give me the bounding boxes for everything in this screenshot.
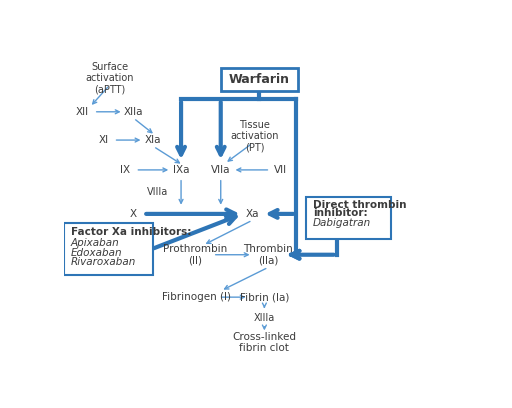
Text: inhibitor:: inhibitor: (313, 208, 368, 218)
Text: IXa: IXa (173, 165, 189, 175)
Text: Fibrinogen (I): Fibrinogen (I) (162, 292, 231, 302)
Text: Dabigatran: Dabigatran (313, 218, 371, 228)
Text: XI: XI (99, 135, 109, 145)
Text: VIIa: VIIa (211, 165, 230, 175)
Text: Factor Xa inhibitors:: Factor Xa inhibitors: (71, 227, 191, 237)
FancyBboxPatch shape (64, 223, 153, 275)
Text: Rivaroxaban: Rivaroxaban (71, 257, 136, 267)
Text: Warfarin: Warfarin (229, 73, 290, 86)
Text: VIIIa: VIIIa (146, 187, 168, 197)
Text: XIIIa: XIIIa (254, 313, 275, 323)
FancyBboxPatch shape (221, 68, 298, 91)
Text: Xa: Xa (246, 209, 259, 219)
FancyBboxPatch shape (306, 197, 391, 239)
Text: Surface
activation
(aPTT): Surface activation (aPTT) (86, 62, 134, 95)
Text: Tissue
activation
(PT): Tissue activation (PT) (230, 120, 279, 153)
Text: X: X (130, 209, 137, 219)
Text: XII: XII (75, 107, 89, 117)
Text: XIIa: XIIa (124, 107, 143, 117)
Text: Thrombin
(IIa): Thrombin (IIa) (244, 244, 293, 266)
Text: Fibrin (Ia): Fibrin (Ia) (240, 292, 289, 302)
Text: IX: IX (120, 165, 131, 175)
Text: Direct thrombin: Direct thrombin (313, 200, 407, 210)
Text: Edoxaban: Edoxaban (71, 248, 122, 257)
Text: Apixaban: Apixaban (71, 238, 119, 248)
Text: XIa: XIa (145, 135, 161, 145)
Text: Prothrombin
(II): Prothrombin (II) (163, 244, 227, 266)
Text: Cross-linked
fibrin clot: Cross-linked fibrin clot (232, 332, 296, 353)
Text: VII: VII (274, 165, 287, 175)
